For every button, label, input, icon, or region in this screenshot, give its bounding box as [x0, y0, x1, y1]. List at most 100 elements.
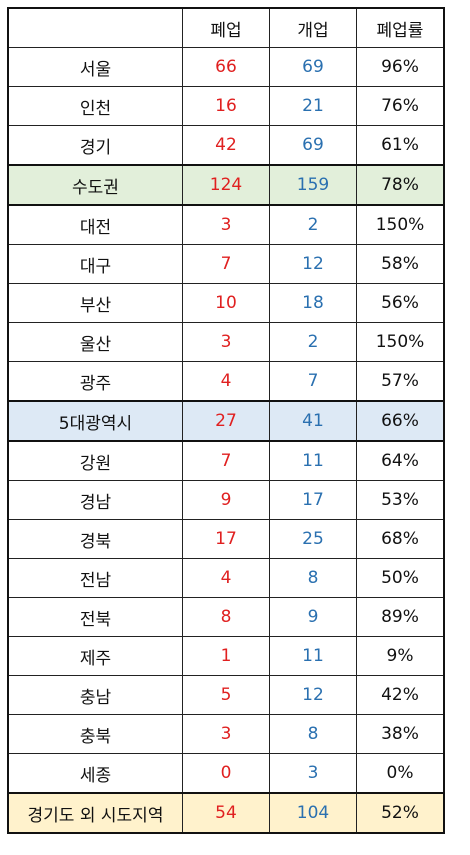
openings-cell: 8 — [269, 558, 357, 598]
closures-cell: 3 — [182, 204, 270, 245]
closure-rate-cell: 0% — [356, 753, 445, 794]
region-cell: 세종 — [7, 753, 183, 794]
closure-rate-cell: 38% — [356, 714, 445, 754]
closures-cell: 16 — [182, 86, 270, 126]
closures-cell: 54 — [182, 792, 270, 834]
closures-cell: 7 — [182, 244, 270, 284]
region-cell: 울산 — [7, 322, 183, 362]
closures-cell: 124 — [182, 164, 270, 206]
subtotal-row-other-regions: 경기도 외 시도지역 54 104 52% — [7, 792, 445, 834]
table-row: 전북 8 9 89% — [7, 597, 445, 637]
closure-rate-cell: 68% — [356, 519, 445, 559]
closures-cell: 1 — [182, 636, 270, 676]
closure-rate-cell: 9% — [356, 636, 445, 676]
closures-cell: 10 — [182, 283, 270, 323]
closures-cell: 4 — [182, 558, 270, 598]
openings-cell: 12 — [269, 675, 357, 715]
closures-cell: 3 — [182, 714, 270, 754]
header-closures: 폐업 — [182, 7, 270, 48]
closures-cell: 66 — [182, 47, 270, 87]
region-cell: 대구 — [7, 244, 183, 284]
table-row: 경기 42 69 61% — [7, 125, 445, 166]
region-cell: 전남 — [7, 558, 183, 598]
openings-cell: 17 — [269, 480, 357, 520]
closures-cell: 7 — [182, 440, 270, 481]
region-cell: 경남 — [7, 480, 183, 520]
openings-cell: 8 — [269, 714, 357, 754]
closure-rate-cell: 57% — [356, 361, 445, 402]
table-row: 인천 16 21 76% — [7, 86, 445, 126]
closures-cell: 4 — [182, 361, 270, 402]
region-cell: 제주 — [7, 636, 183, 676]
region-cell: 전북 — [7, 597, 183, 637]
table-row: 강원 7 11 64% — [7, 440, 445, 481]
openings-cell: 11 — [269, 440, 357, 481]
closure-rate-cell: 42% — [356, 675, 445, 715]
region-cell: 충남 — [7, 675, 183, 715]
openings-cell: 2 — [269, 204, 357, 245]
table-row: 대구 7 12 58% — [7, 244, 445, 284]
table-row: 제주 1 11 9% — [7, 636, 445, 676]
closure-rate-cell: 56% — [356, 283, 445, 323]
closure-rate-cell: 61% — [356, 125, 445, 166]
closure-rate-cell: 66% — [356, 400, 445, 442]
openings-cell: 12 — [269, 244, 357, 284]
openings-cell: 25 — [269, 519, 357, 559]
header-row: 폐업 개업 폐업률 — [7, 7, 445, 48]
table-row: 광주 4 7 57% — [7, 361, 445, 402]
table-row: 충북 3 8 38% — [7, 714, 445, 754]
closure-rate-cell: 96% — [356, 47, 445, 87]
table-row: 세종 0 3 0% — [7, 753, 445, 794]
closure-rate-cell: 150% — [356, 204, 445, 245]
region-cell: 부산 — [7, 283, 183, 323]
closure-rate-cell: 53% — [356, 480, 445, 520]
table-row: 울산 3 2 150% — [7, 322, 445, 362]
closure-rate-cell: 52% — [356, 792, 445, 834]
closure-rate-cell: 150% — [356, 322, 445, 362]
region-cell: 경기 — [7, 125, 183, 166]
closures-cell: 42 — [182, 125, 270, 166]
region-cell: 광주 — [7, 361, 183, 402]
subtotal-row-five-cities: 5대광역시 27 41 66% — [7, 400, 445, 442]
closures-cell: 8 — [182, 597, 270, 637]
table-row: 서울 66 69 96% — [7, 47, 445, 87]
table-row: 대전 3 2 150% — [7, 204, 445, 245]
openings-cell: 69 — [269, 47, 357, 87]
closures-cell: 27 — [182, 400, 270, 442]
closure-rate-cell: 64% — [356, 440, 445, 481]
table-row: 경남 9 17 53% — [7, 480, 445, 520]
region-cell: 강원 — [7, 440, 183, 481]
closures-cell: 3 — [182, 322, 270, 362]
closure-rate-cell: 50% — [356, 558, 445, 598]
table-row: 충남 5 12 42% — [7, 675, 445, 715]
openings-cell: 104 — [269, 792, 357, 834]
openings-cell: 9 — [269, 597, 357, 637]
table-row: 전남 4 8 50% — [7, 558, 445, 598]
closure-opening-table: 폐업 개업 폐업률 서울 66 69 96% 인천 16 21 76% 경기 4… — [7, 7, 445, 834]
closure-rate-cell: 89% — [356, 597, 445, 637]
closure-rate-cell: 76% — [356, 86, 445, 126]
closures-cell: 17 — [182, 519, 270, 559]
openings-cell: 18 — [269, 283, 357, 323]
region-cell: 인천 — [7, 86, 183, 126]
header-region — [7, 7, 183, 48]
closures-cell: 9 — [182, 480, 270, 520]
table-container: 폐업 개업 폐업률 서울 66 69 96% 인천 16 21 76% 경기 4… — [7, 7, 445, 834]
openings-cell: 7 — [269, 361, 357, 402]
closures-cell: 0 — [182, 753, 270, 794]
subtotal-row-metro: 수도권 124 159 78% — [7, 164, 445, 206]
region-cell: 5대광역시 — [7, 400, 183, 442]
header-closure-rate: 폐업률 — [356, 7, 445, 48]
region-cell: 서울 — [7, 47, 183, 87]
table-row: 부산 10 18 56% — [7, 283, 445, 323]
region-cell: 수도권 — [7, 164, 183, 206]
closures-cell: 5 — [182, 675, 270, 715]
openings-cell: 159 — [269, 164, 357, 206]
openings-cell: 41 — [269, 400, 357, 442]
region-cell: 대전 — [7, 204, 183, 245]
openings-cell: 11 — [269, 636, 357, 676]
openings-cell: 21 — [269, 86, 357, 126]
region-cell: 경북 — [7, 519, 183, 559]
closure-rate-cell: 58% — [356, 244, 445, 284]
table-row: 경북 17 25 68% — [7, 519, 445, 559]
